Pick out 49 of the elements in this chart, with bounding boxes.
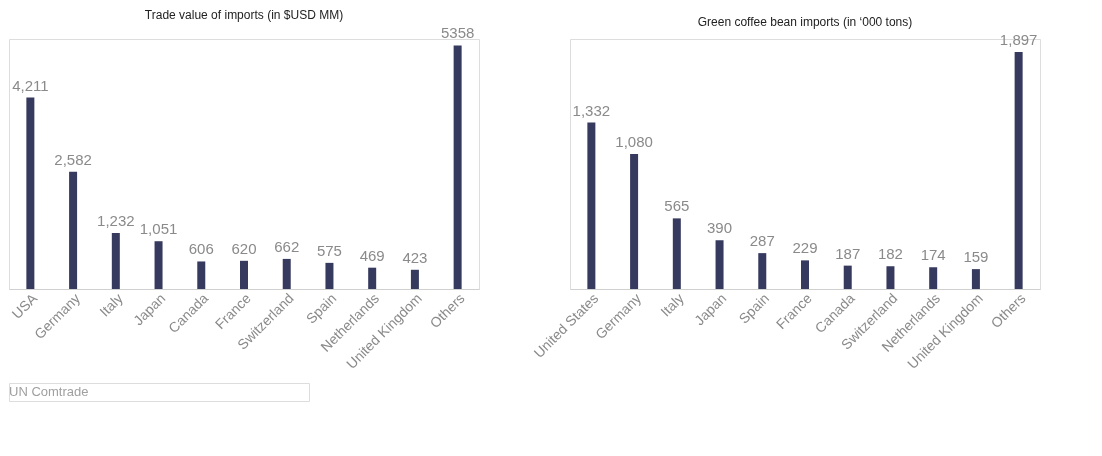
bar: [453, 45, 462, 289]
data-label: 469: [359, 246, 385, 264]
data-label: 565: [664, 197, 690, 215]
bar: [69, 171, 78, 289]
bar: [282, 258, 291, 289]
bar: [843, 265, 852, 289]
bar: [801, 260, 809, 289]
chart-title: Trade value of imports (in $USD MM): [144, 8, 344, 23]
bar: [587, 122, 596, 289]
bar: [1014, 51, 1023, 289]
data-label: 5358: [440, 24, 475, 42]
data-label: 187: [835, 244, 861, 262]
text: UN Comtrade: [9, 384, 89, 399]
data-label: 1,232: [97, 212, 135, 229]
bar: [26, 97, 35, 289]
data-label: 575: [316, 241, 342, 259]
bar: [758, 253, 767, 289]
bar: [154, 241, 163, 289]
data-label: 174: [920, 246, 946, 264]
bar: [715, 240, 724, 289]
data-label: 2,582: [54, 150, 92, 168]
bar: [111, 233, 120, 289]
data-label: 662: [274, 237, 300, 255]
data-label: 390: [707, 219, 733, 237]
bar: [886, 266, 895, 289]
chart-title: Green coffee bean imports (in ‘000 tons): [697, 14, 913, 29]
bar: [325, 262, 334, 289]
data-label: 1,051: [139, 220, 178, 238]
bar: [410, 269, 419, 289]
bar: [240, 260, 248, 289]
x-tick-label: Italy: [96, 290, 126, 320]
bar: [672, 218, 681, 289]
data-label: 229: [792, 239, 818, 257]
data-label: 423: [402, 248, 428, 266]
bar: [630, 154, 639, 289]
bar: [929, 267, 938, 289]
x-tick-label: Italy: [657, 290, 687, 320]
bar: [971, 269, 980, 289]
data-label: 620: [231, 239, 257, 257]
bar: [368, 267, 377, 289]
bar: [197, 261, 206, 289]
data-label: 182: [877, 245, 903, 263]
data-label: 159: [963, 248, 989, 266]
data-label: 1,080: [615, 133, 653, 150]
data-label: 4,211: [12, 76, 49, 94]
data-label: 606: [188, 240, 214, 258]
data-label: 287: [749, 232, 775, 250]
data-label: 1,897: [999, 30, 1038, 48]
data-label: 1,332: [572, 101, 611, 119]
